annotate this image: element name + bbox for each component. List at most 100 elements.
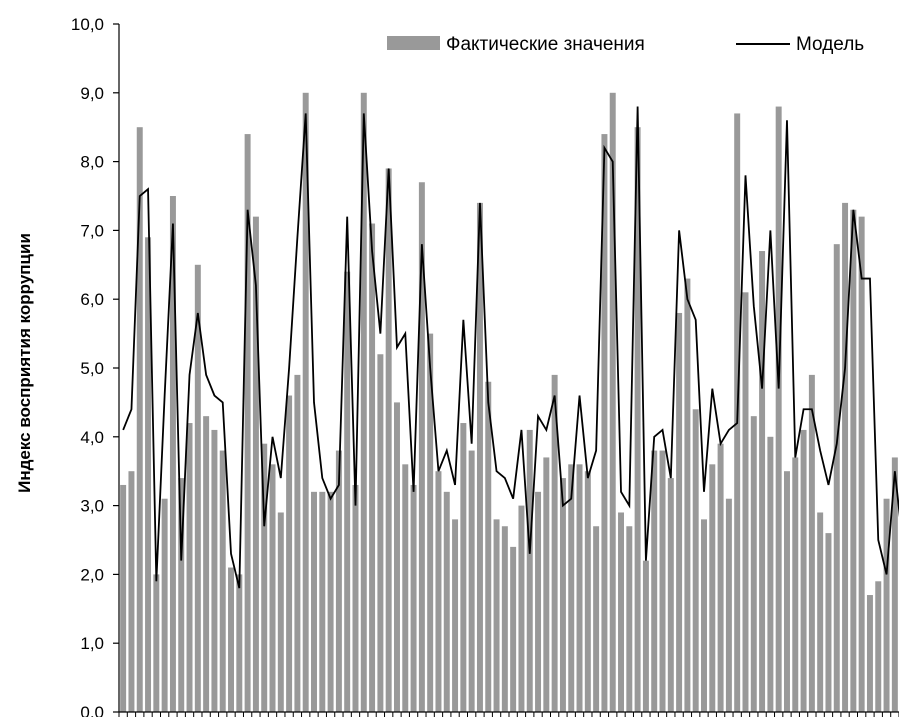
bar-actual: [443, 491, 450, 712]
bar-actual: [792, 457, 799, 712]
bar-actual: [883, 498, 890, 712]
bar-actual: [252, 216, 259, 712]
bar-actual: [501, 526, 508, 712]
y-tick-label: 6,0: [80, 290, 104, 309]
legend-swatch-actual: [387, 36, 440, 50]
bar-actual: [808, 374, 815, 712]
bar-actual: [684, 278, 691, 712]
bar-actual: [153, 574, 160, 712]
bar-actual: [609, 92, 616, 713]
bar-actual: [352, 484, 359, 712]
bar-actual: [701, 519, 707, 712]
bar-actual: [178, 478, 185, 712]
bar-actual: [667, 478, 674, 712]
axes-layer: [118, 24, 899, 713]
bars-layer: [120, 92, 898, 713]
bar-actual: [518, 505, 525, 712]
bar-actual: [128, 471, 135, 712]
bar-actual: [294, 374, 301, 712]
bar-actual: [618, 512, 624, 712]
bar-actual: [410, 484, 417, 712]
bar-actual: [385, 168, 392, 713]
bar-actual: [402, 464, 409, 712]
bar-actual: [186, 423, 193, 712]
bar-actual: [576, 464, 583, 712]
y-tick-label: 7,0: [80, 221, 104, 240]
bar-actual: [833, 244, 840, 712]
bar-actual: [269, 464, 276, 712]
bar-actual: [452, 519, 459, 712]
bar-actual: [750, 416, 757, 712]
bar-actual: [244, 134, 251, 712]
bar-actual: [335, 450, 342, 712]
bar-actual: [319, 491, 326, 712]
bar-actual: [634, 127, 641, 712]
bar-actual: [626, 526, 633, 712]
bar-actual: [651, 450, 658, 712]
bar-actual: [377, 354, 384, 712]
y-tick-label: 4,0: [80, 428, 104, 447]
y-tick-label: 2,0: [80, 565, 104, 584]
y-tick-label: 0,0: [80, 703, 104, 717]
y-ticks-layer: 0,0 1,0 2,0 3,0 4,0 5,0 6,0 7,0 8,0 9,0 10,0: [71, 15, 119, 722]
bar-actual: [261, 443, 268, 712]
legend-label-model: Модель: [796, 34, 864, 55]
bar-actual: [759, 251, 766, 713]
bar-actual: [659, 450, 666, 712]
bar-actual: [742, 292, 749, 712]
bar-actual: [875, 581, 882, 712]
bar-actual: [228, 567, 234, 712]
y-tick-label: 9,0: [80, 84, 104, 103]
bar-actual: [203, 416, 210, 712]
bar-actual: [543, 457, 550, 712]
bar-actual: [767, 436, 774, 712]
y-tick-label: 8,0: [80, 153, 104, 172]
line-layer: [122, 106, 899, 589]
bar-actual: [236, 574, 243, 712]
bar-actual: [891, 457, 898, 712]
bar-actual: [120, 484, 127, 712]
bar-actual: [369, 223, 376, 712]
y-axis-label: Индекс восприятия коррупции: [15, 233, 34, 493]
bar-actual: [476, 202, 483, 712]
bar-actual: [211, 429, 218, 712]
bar-actual: [418, 182, 425, 713]
bar-actual: [584, 471, 591, 712]
y-tick-label: 5,0: [80, 359, 104, 378]
bar-actual: [692, 409, 699, 712]
bar-actual: [194, 264, 201, 712]
bar-actual: [559, 478, 566, 712]
bar-actual: [427, 333, 434, 712]
bar-actual: [136, 127, 143, 712]
bar-actual: [709, 464, 716, 712]
bar-actual: [817, 512, 824, 712]
bar-actual: [468, 450, 475, 712]
bar-actual: [344, 271, 351, 712]
bar-actual: [145, 237, 152, 712]
y-tick-label: 3,0: [80, 497, 104, 516]
bar-actual: [526, 429, 533, 712]
bar-actual: [311, 491, 317, 712]
bar-actual: [169, 196, 176, 712]
bar-actual: [277, 512, 284, 712]
bar-actual: [593, 526, 600, 712]
bar-actual: [510, 546, 517, 712]
bar-actual: [783, 471, 790, 712]
y-tick-label: 10,0: [71, 15, 104, 34]
bar-actual: [219, 450, 226, 712]
bar-actual: [775, 106, 782, 712]
model-series-line: [122, 106, 899, 589]
bar-actual: [161, 498, 168, 712]
bar-actual: [842, 202, 849, 712]
bar-actual: [866, 595, 873, 712]
bar-actual: [485, 381, 492, 712]
bar-actual: [302, 92, 309, 713]
bar-actual: [286, 395, 293, 712]
bar-actual: [642, 560, 649, 712]
bar-actual: [800, 429, 807, 712]
bar-actual: [717, 443, 724, 712]
bar-actual: [535, 491, 542, 712]
bar-actual: [825, 533, 832, 712]
